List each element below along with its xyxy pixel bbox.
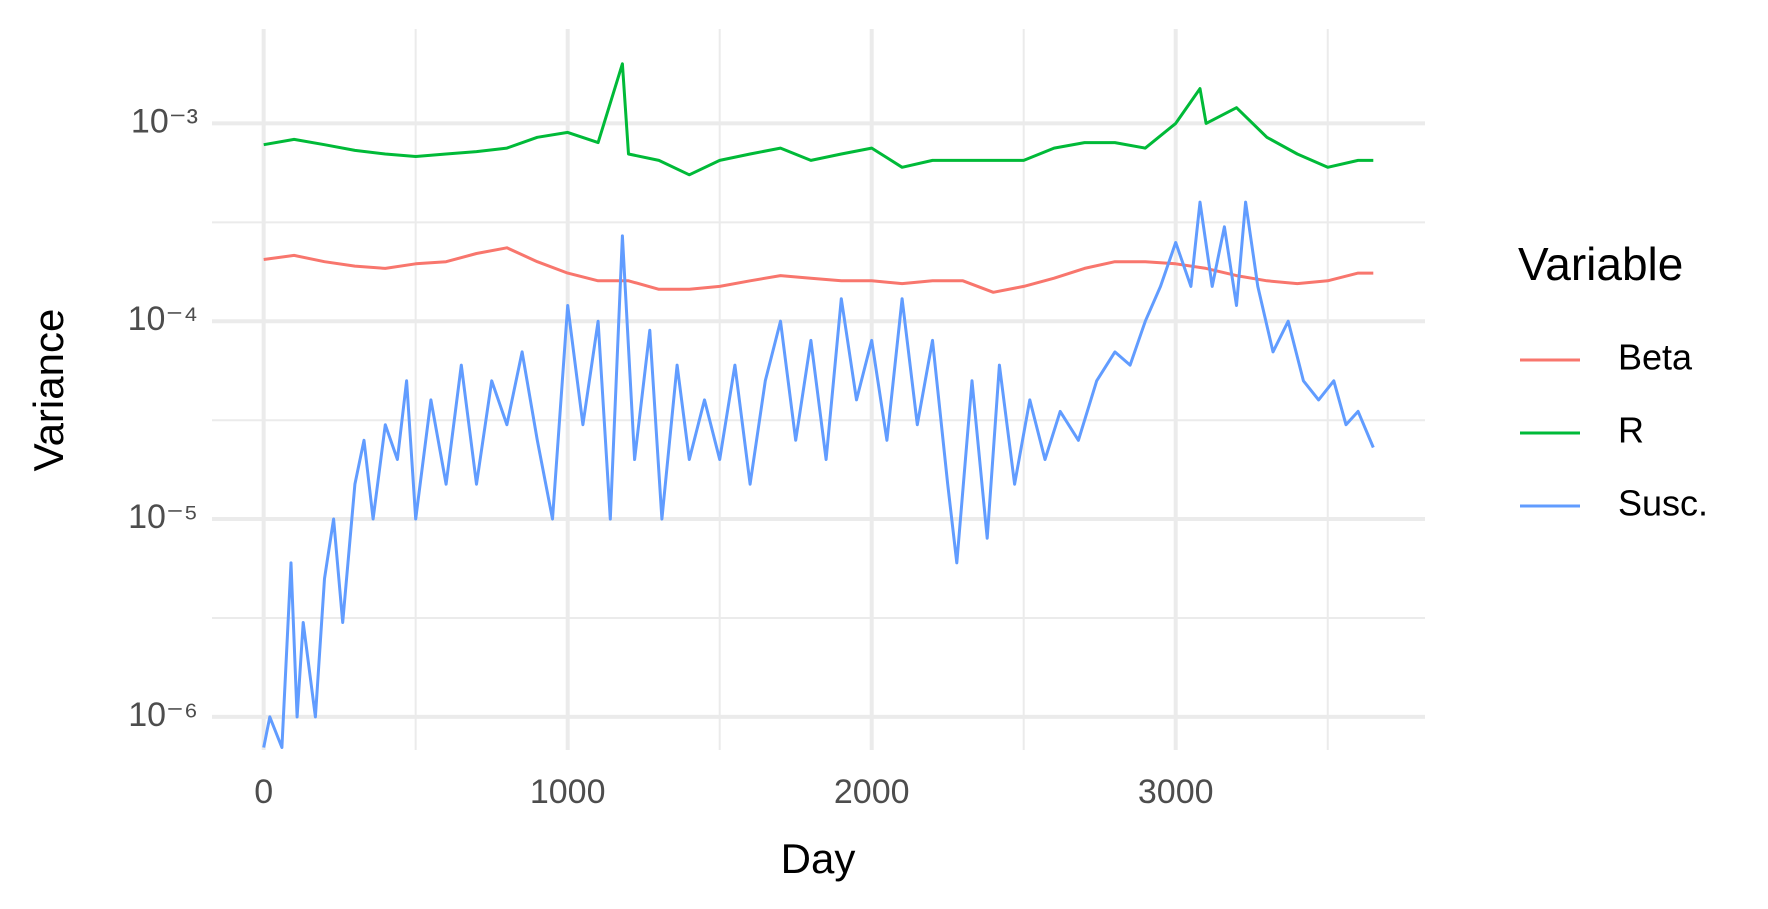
x-tick-label: 0 <box>254 773 273 811</box>
series-line <box>262 200 1375 749</box>
x-tick-label: 2000 <box>834 773 910 811</box>
y-axis-title: Variance <box>25 309 72 472</box>
y-tick-label: 10⁻⁵ <box>128 498 198 536</box>
legend-label: Beta <box>1618 337 1693 378</box>
series-line <box>263 246 1374 294</box>
y-tick-label: 10⁻⁶ <box>128 696 198 734</box>
series-line <box>263 62 1374 177</box>
legend-title: Variable <box>1518 238 1683 290</box>
x-tick-label: 3000 <box>1138 773 1214 811</box>
legend-label: R <box>1618 410 1644 451</box>
x-tick-label: 1000 <box>530 773 606 811</box>
y-tick-label: 10⁻⁴ <box>128 300 198 338</box>
y-tick-label: 10⁻³ <box>131 102 198 140</box>
plot-area <box>262 62 1375 749</box>
grid <box>212 29 1425 750</box>
x-axis-title: Day <box>781 835 856 882</box>
legend-label: Susc. <box>1618 483 1708 524</box>
